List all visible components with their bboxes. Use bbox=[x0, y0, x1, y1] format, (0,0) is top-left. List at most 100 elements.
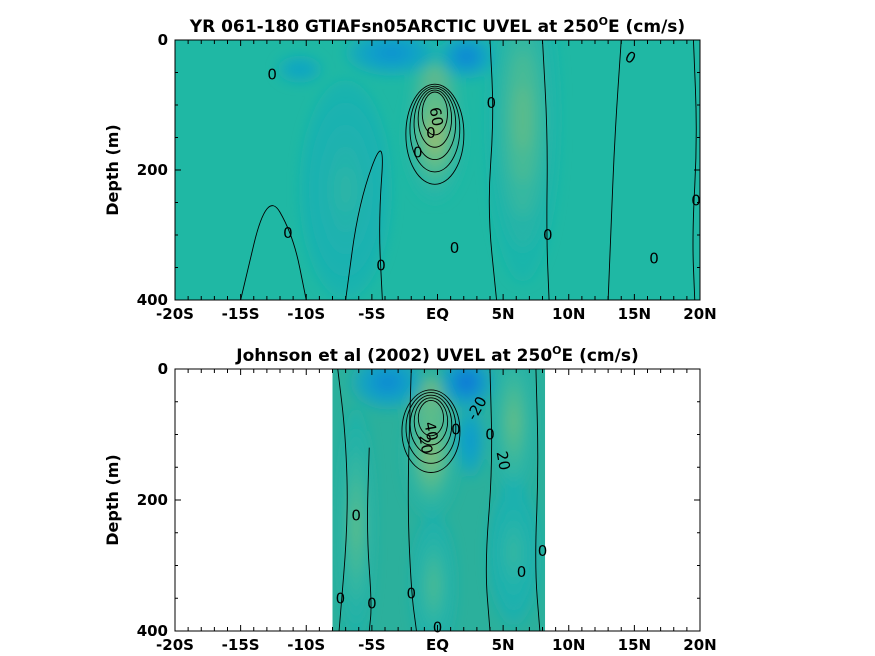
y-axis-label: Depth (m) bbox=[103, 124, 122, 216]
anomaly-2 bbox=[428, 124, 441, 151]
contour-label-8: 0 bbox=[485, 426, 495, 444]
x-tick-label: -15S bbox=[222, 305, 260, 323]
anomaly-3 bbox=[509, 404, 519, 438]
x-tick-label: 20N bbox=[683, 636, 716, 654]
contour-ring-2 bbox=[413, 397, 449, 446]
chart-title: YR 061-180 GTIAFsn05ARCTIC UVEL at 250OE… bbox=[189, 15, 685, 37]
y-tick-label: 200 bbox=[137, 161, 168, 179]
x-tick-label: 20N bbox=[683, 305, 716, 323]
contour-zero-line-2 bbox=[488, 40, 498, 300]
contour-label-1: 0 bbox=[351, 507, 361, 525]
heatmap-anomalies bbox=[277, 40, 560, 299]
anomaly-5 bbox=[460, 51, 472, 61]
contour-label-11: 20 bbox=[493, 450, 514, 472]
contour-zero-line-5 bbox=[692, 40, 697, 300]
x-tick-label: -20S bbox=[156, 636, 194, 654]
anomaly-7 bbox=[295, 66, 305, 72]
contour-zero-line-1 bbox=[345, 150, 383, 300]
contour-label-10: 0 bbox=[691, 192, 701, 210]
x-tick-label: 10N bbox=[552, 636, 585, 654]
contour-label-9: 0 bbox=[649, 249, 659, 267]
x-tick-label: 5N bbox=[492, 305, 515, 323]
x-tick-label: -5S bbox=[358, 305, 385, 323]
contour-label-5: 0 bbox=[283, 224, 293, 242]
contour-ring-1 bbox=[421, 91, 448, 136]
heatmap-field bbox=[332, 369, 546, 631]
contour-ring-4 bbox=[405, 392, 457, 464]
y-axis-label: Depth (m) bbox=[103, 454, 122, 546]
heatmap-anomalies bbox=[337, 369, 540, 631]
contour-zero-line-1 bbox=[337, 369, 348, 631]
y-tick-label: 0 bbox=[158, 31, 168, 49]
anomaly-4 bbox=[336, 167, 355, 212]
x-tick-label: -10S bbox=[287, 305, 325, 323]
x-ticks bbox=[174, 40, 701, 300]
x-tick-label: -15S bbox=[222, 636, 260, 654]
contour-lines bbox=[337, 369, 541, 631]
anomaly-5 bbox=[352, 502, 360, 551]
x-ticks bbox=[174, 369, 701, 631]
contour-ring-1 bbox=[417, 399, 445, 437]
contour-zero-line-3 bbox=[542, 40, 550, 300]
anomaly-7 bbox=[460, 376, 472, 388]
contour-label-11: 0 bbox=[426, 124, 436, 142]
contour-label-3: 0 bbox=[487, 94, 497, 112]
contour-label-12: 60 bbox=[426, 106, 447, 128]
y-ticks bbox=[175, 39, 700, 301]
x-tick-label: -20S bbox=[156, 305, 194, 323]
contour-label-6: 0 bbox=[517, 563, 527, 581]
contour-zero-line-4 bbox=[485, 369, 493, 631]
title-tail: E (cm/s) bbox=[608, 17, 685, 37]
title-main: YR 061-180 GTIAFsn05ARCTIC UVEL at 250 bbox=[189, 17, 599, 37]
contour-label-13: 20 bbox=[415, 433, 436, 455]
contour-zero-line-2 bbox=[367, 447, 372, 631]
title-main: Johnson et al (2002) UVEL at 250 bbox=[235, 346, 552, 366]
anomaly-8 bbox=[380, 376, 395, 388]
y-ticks bbox=[175, 368, 700, 632]
contour-zero-line-4 bbox=[607, 40, 622, 300]
x-tick-label: -10S bbox=[287, 636, 325, 654]
contour-zero-line-5 bbox=[535, 369, 541, 631]
anomaly-3 bbox=[515, 85, 531, 151]
contour-ring-3 bbox=[413, 87, 457, 161]
contour-label-9: 0 bbox=[451, 420, 461, 438]
contour-label-7: 0 bbox=[538, 542, 548, 560]
anomaly-6 bbox=[382, 48, 401, 58]
x-tick-label: 15N bbox=[618, 305, 651, 323]
x-tick-label: 10N bbox=[552, 305, 585, 323]
x-tick-label: EQ bbox=[426, 305, 449, 323]
contour-label-4: 0 bbox=[406, 585, 416, 603]
contour-label-3: 0 bbox=[367, 594, 377, 612]
contour-label-1: 0 bbox=[267, 65, 277, 83]
y-tick-label: 400 bbox=[137, 291, 168, 309]
contour-ring-4 bbox=[409, 85, 461, 173]
contour-label-4: 0 bbox=[413, 143, 423, 161]
contour-label-7: 0 bbox=[450, 239, 460, 257]
chart-title: Johnson et al (2002) UVEL at 250OE (cm/s… bbox=[235, 344, 638, 366]
anomaly-6 bbox=[429, 570, 438, 600]
x-tick-label: -5S bbox=[358, 636, 385, 654]
title-tail: E (cm/s) bbox=[562, 346, 639, 366]
contour-label-2: 0 bbox=[336, 589, 346, 607]
contour-ring-5 bbox=[405, 83, 465, 185]
contour-ring-2 bbox=[417, 89, 453, 148]
x-tick-label: EQ bbox=[426, 636, 449, 654]
contour-ring-5 bbox=[401, 389, 461, 473]
contour-ring-3 bbox=[409, 394, 453, 455]
contour-label-12: 40 bbox=[420, 420, 441, 442]
contour-label-6: 0 bbox=[376, 257, 386, 275]
title-superscript: O bbox=[599, 15, 608, 28]
anomaly-9 bbox=[467, 433, 474, 449]
contour-lines bbox=[240, 40, 697, 300]
x-tick-label: 15N bbox=[618, 636, 651, 654]
contour-label-8: 0 bbox=[543, 226, 553, 244]
heatmap-field bbox=[175, 40, 700, 300]
x-tick-label: 5N bbox=[492, 636, 515, 654]
y-tick-label: 400 bbox=[137, 622, 168, 640]
contour-zero-line-3 bbox=[407, 369, 417, 631]
anomaly-4 bbox=[508, 537, 519, 568]
title-superscript: O bbox=[552, 344, 561, 357]
y-tick-label: 0 bbox=[158, 360, 168, 378]
